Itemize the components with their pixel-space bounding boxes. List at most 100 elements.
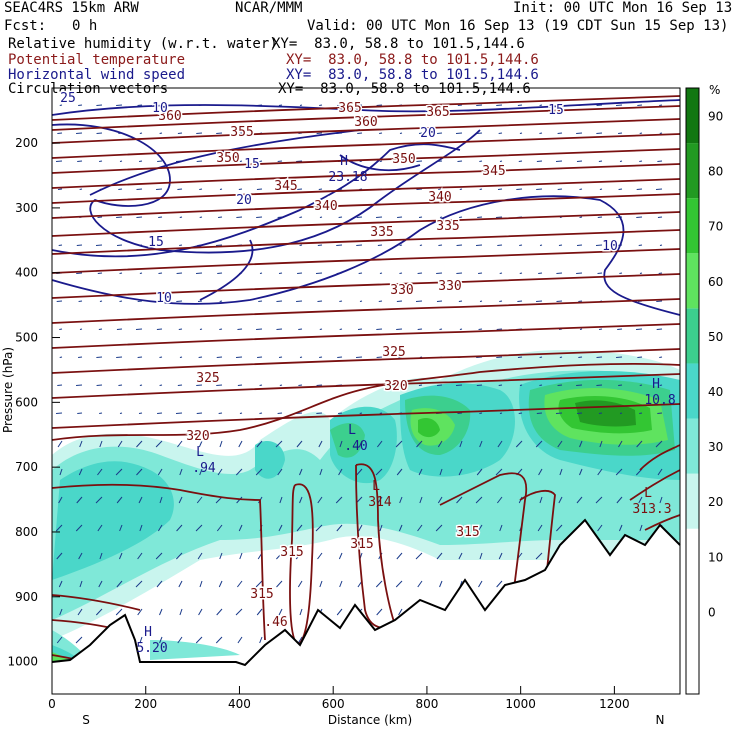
theta-label-21: 315 [456,525,479,540]
vector-3 [116,104,123,106]
extremum-kind-3: L [372,479,380,494]
rh-region-1 [52,370,680,620]
vector-451 [399,496,403,504]
vector-503 [197,552,203,560]
vector-37 [177,132,183,134]
vector-395 [515,440,523,448]
vector-328 [418,384,423,386]
vector-442 [215,496,223,504]
vector-559 [77,608,83,616]
vector-424 [476,468,483,476]
vector-289 [257,356,263,358]
vector-481 [379,524,383,532]
wind-label-7: 20 [236,193,252,208]
field-rh-name: Relative humidity (w.r.t. water) [8,36,278,52]
vector-262 [339,328,343,330]
vector-243 [578,300,583,302]
vector-441 [196,496,203,504]
vector-411 [217,468,223,476]
vector-30 [659,104,663,106]
wind-label-5: 15 [148,235,164,250]
y-tick-label-1000: 1000 [7,655,38,669]
init-label: Init: 00 UTC Mon 16 Sep 13 [513,0,733,16]
vector-304 [559,356,563,358]
vector-540 [319,580,323,588]
vector-461 [595,496,603,504]
vector-433 [657,468,663,476]
vector-2 [96,104,103,106]
x-end-right: N [656,713,665,727]
vector-51 [455,132,463,134]
vector-569 [278,608,283,616]
theta-low-1 [51,483,266,641]
vector-218 [78,300,83,302]
vector-386 [339,440,343,448]
vector-93 [57,188,63,190]
vector-374 [99,440,103,448]
vector-266 [417,328,423,330]
vector-517 [479,552,483,560]
vector-35 [139,132,143,134]
vector-401 [636,440,643,448]
vector-568 [256,608,263,616]
vector-447 [317,496,323,504]
extremum-kind-1: L [196,445,204,460]
vector-419 [375,468,383,476]
vector-410 [199,468,203,476]
vector-564 [179,608,183,616]
vector-214 [619,272,623,274]
vector-225 [219,300,223,302]
y-tick-label-200: 200 [15,136,38,150]
vector-317 [196,384,203,386]
theta-line-1 [51,105,681,131]
vector-88 [576,160,583,162]
vector-406 [115,468,123,476]
vector-321 [279,384,283,386]
vector-513 [396,552,403,560]
vector-69 [196,160,203,162]
vector-144 [459,216,463,218]
vector-535 [218,580,223,588]
y-tick-label-700: 700 [15,460,38,474]
vector-279 [59,356,63,358]
vector-40 [237,132,243,134]
vector-12 [299,104,303,106]
vector-189 [119,272,123,274]
vector-275 [599,328,603,330]
colorbar-label-80: 80 [708,165,723,179]
rh-region-7 [52,630,240,665]
colorbar-band-2 [686,528,699,584]
vector-102 [238,188,243,190]
theta-label-2: 360 [158,109,181,124]
extremum-kind-4: H [652,377,660,392]
vector-170 [356,244,363,246]
vector-65 [119,160,123,162]
extremum-value-3: 314 [368,495,392,510]
vector-500 [137,552,143,560]
vector-112 [438,188,443,190]
vector-389 [395,440,403,448]
vector-469 [139,524,143,532]
vector-233 [378,300,383,302]
vector-31 [57,132,63,134]
vector-470 [157,524,163,532]
vector-404 [78,468,83,476]
vector-169 [336,244,343,246]
wind-contour-3 [51,143,461,258]
vector-434 [58,496,63,504]
theta-line-5 [51,163,681,189]
theta-label-19: 315 [280,545,303,560]
vector-368 [598,412,603,414]
vector-23 [517,104,523,106]
vector-146 [495,216,503,218]
vector-472 [195,524,203,532]
vector-64 [99,160,103,162]
vector-445 [279,496,283,504]
vector-151 [597,216,603,218]
vector-194 [217,272,223,274]
vector-357 [379,412,383,414]
theta-line-8 [51,211,681,237]
vector-203 [399,272,403,274]
vector-533 [178,580,183,588]
vector-565 [198,608,203,616]
